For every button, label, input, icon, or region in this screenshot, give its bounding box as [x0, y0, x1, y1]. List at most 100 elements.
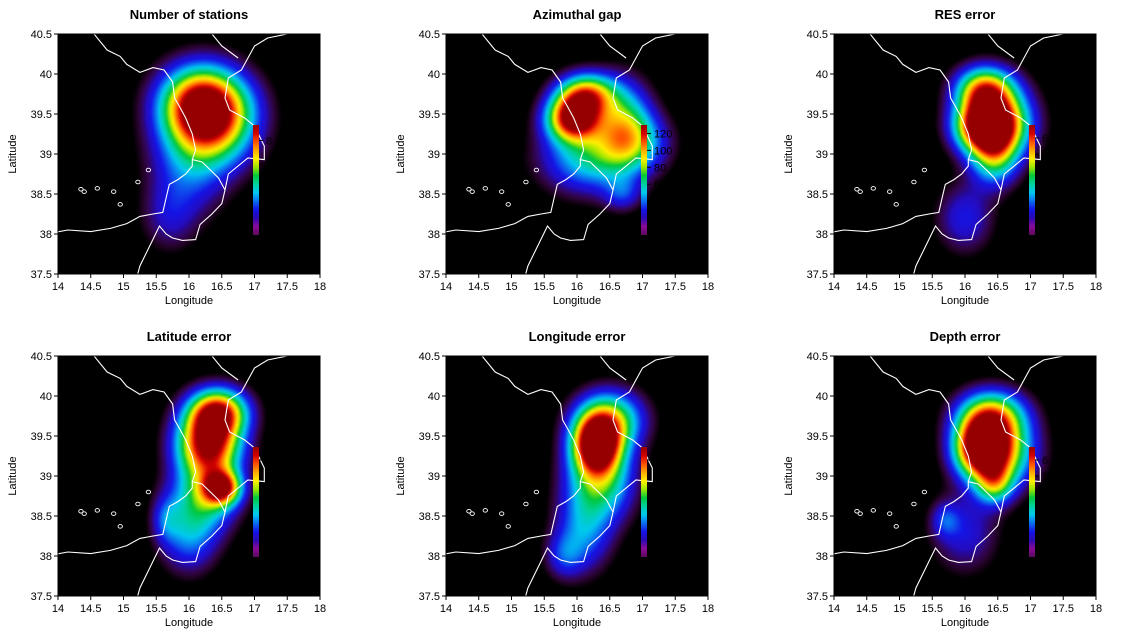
coastline — [869, 356, 973, 482]
island — [887, 189, 893, 194]
island — [466, 508, 472, 514]
x-tick-label: 16.5 — [599, 603, 620, 615]
colorbar — [641, 125, 647, 235]
y-tick-label: 40 — [40, 391, 52, 403]
x-tick-label: 15.5 — [922, 603, 943, 615]
y-tick-label: 39.5 — [807, 109, 828, 121]
island — [505, 524, 511, 529]
coastline — [446, 480, 614, 596]
island — [499, 189, 505, 194]
coastline — [93, 356, 197, 482]
coastline — [446, 158, 614, 274]
island — [921, 167, 928, 173]
x-tick-label: 16.5 — [987, 603, 1008, 615]
x-tick-label: 17 — [248, 603, 260, 615]
island — [117, 202, 123, 207]
coastline — [987, 356, 1015, 381]
y-axis-label: Latitude — [7, 134, 19, 173]
colorbar-label: Kilometers — [1076, 476, 1088, 528]
colorbar-tick-label: 4 — [1042, 487, 1048, 499]
x-tick-label: 17.5 — [277, 281, 298, 293]
y-axis-label: Latitude — [395, 134, 407, 173]
map-panel: Longitude error 14 14.5 15 15.5 16 16.5 17 17.5 1… — [388, 322, 765, 641]
y-axis-label: Latitude — [7, 456, 19, 495]
colorbar-tick-label: 6 — [1042, 133, 1048, 145]
x-tick-label: 17 — [636, 281, 648, 293]
x-tick-label: 15 — [893, 603, 905, 615]
colorbar-tick-label: 6 — [266, 159, 272, 171]
x-tick-label: 18 — [702, 603, 714, 615]
x-tick-label: 15 — [117, 603, 129, 615]
island — [81, 511, 87, 516]
island — [469, 511, 475, 516]
panel-title: Azimuthal gap — [533, 7, 622, 22]
island — [533, 489, 540, 495]
heatmap-surface — [58, 356, 320, 596]
y-tick-label: 39 — [428, 471, 440, 483]
island — [466, 186, 472, 192]
colorbar-tick-label: 1 — [266, 536, 272, 548]
island — [135, 179, 141, 185]
y-tick-label: 40.5 — [419, 351, 440, 363]
island — [111, 189, 117, 194]
island — [469, 189, 475, 194]
island — [78, 186, 84, 192]
x-axis-label: Longitude — [165, 617, 213, 629]
x-tick-label: 17 — [1024, 281, 1036, 293]
x-tick-label: 14.5 — [856, 603, 877, 615]
y-tick-label: 40.5 — [31, 29, 52, 41]
coastline — [211, 34, 239, 59]
island — [94, 186, 100, 191]
island — [893, 202, 899, 207]
y-axis-label: Latitude — [395, 456, 407, 495]
y-tick-label: 38 — [816, 229, 828, 241]
island — [505, 202, 511, 207]
x-tick-label: 18 — [702, 281, 714, 293]
island — [857, 189, 863, 194]
y-tick-label: 39.5 — [419, 431, 440, 443]
island — [870, 186, 876, 191]
colorbar-tick-label: 5 — [654, 471, 660, 483]
y-tick-label: 38 — [816, 551, 828, 563]
coastline — [599, 356, 627, 381]
map-panel: Number of stations 14 14.5 15 15.5 16 16.5 17 17… — [0, 0, 377, 319]
x-tick-label: 15.5 — [534, 281, 555, 293]
x-tick-label: 14 — [828, 603, 840, 615]
y-tick-label: 40 — [816, 69, 828, 81]
island — [135, 501, 141, 507]
y-tick-label: 37.5 — [31, 269, 52, 281]
colorbar-tick-label: 0 — [1042, 230, 1048, 242]
x-tick-label: 17.5 — [1053, 603, 1074, 615]
colorbar-tick-label: 8 — [266, 135, 272, 147]
island — [911, 179, 917, 185]
island — [854, 508, 860, 514]
map-panel: Latitude error 14 14.5 15 15.5 16 16.5 17 17.5 18… — [0, 322, 377, 641]
y-tick-label: 37.5 — [807, 591, 828, 603]
x-tick-label: 14.5 — [80, 603, 101, 615]
heatmap-surface — [446, 34, 708, 274]
x-tick-label: 16 — [571, 603, 583, 615]
x-tick-label: 15 — [505, 281, 517, 293]
x-tick-label: 18 — [314, 281, 326, 293]
colorbar-tick-label: 2 — [266, 206, 272, 218]
x-tick-label: 18 — [1090, 281, 1102, 293]
y-tick-label: 39 — [816, 149, 828, 161]
colorbar-tick-label: 120 — [654, 128, 672, 140]
colorbar-tick-label: 2 — [1042, 520, 1048, 532]
colorbar-tick-label: 3 — [266, 503, 272, 515]
x-tick-label: 14.5 — [856, 281, 877, 293]
y-tick-label: 38.5 — [419, 189, 440, 201]
coastline — [58, 158, 226, 274]
panel-title: Longitude error — [529, 329, 626, 344]
colorbar-label: Kilometers — [300, 476, 312, 528]
map-panel: Azimuthal gap 14 14.5 15 15.5 16 16.5 17 17.5 18 3… — [388, 0, 765, 319]
y-tick-label: 40 — [428, 69, 440, 81]
x-tick-label: 16.5 — [211, 603, 232, 615]
island — [81, 189, 87, 194]
coastline — [834, 480, 1002, 596]
y-tick-label: 39 — [816, 471, 828, 483]
colorbar — [253, 447, 259, 557]
